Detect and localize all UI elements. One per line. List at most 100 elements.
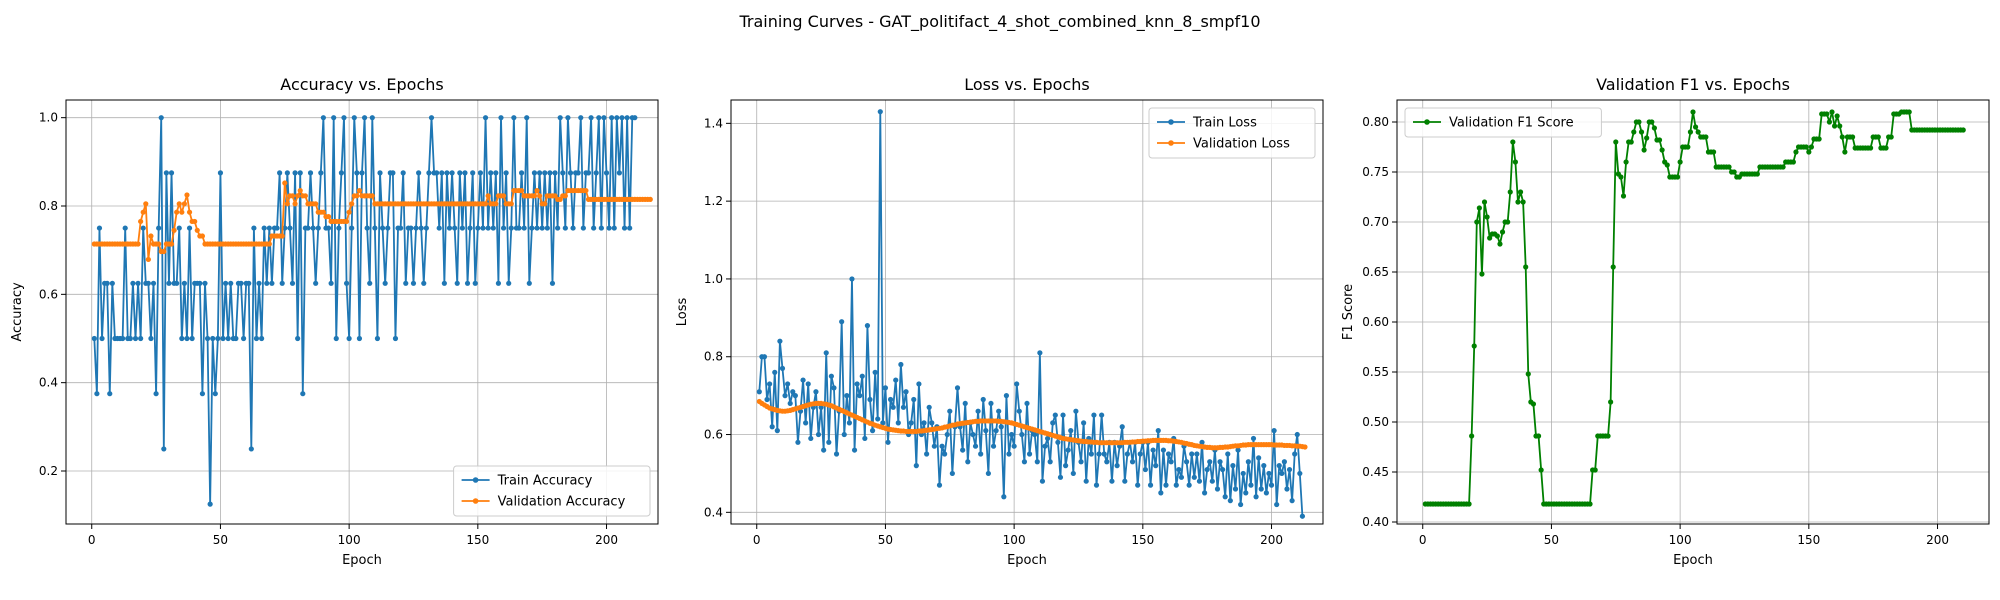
data-point bbox=[1628, 139, 1634, 145]
data-point bbox=[898, 361, 904, 368]
data-point bbox=[895, 420, 901, 426]
data-point bbox=[1065, 447, 1071, 453]
y-axis-label: Accuracy bbox=[10, 282, 25, 342]
x-tick-label: 0 bbox=[753, 533, 761, 547]
data-point bbox=[593, 170, 599, 176]
data-point bbox=[921, 420, 927, 426]
legend-label: Train Accuracy bbox=[497, 474, 593, 489]
data-point bbox=[792, 393, 798, 399]
data-point bbox=[439, 170, 445, 176]
data-point bbox=[408, 225, 414, 231]
data-point bbox=[1207, 459, 1213, 465]
data-point bbox=[104, 280, 110, 286]
data-point bbox=[815, 431, 822, 438]
data-point bbox=[1093, 482, 1100, 488]
data-point bbox=[94, 391, 100, 397]
data-point bbox=[1530, 401, 1537, 407]
data-point bbox=[524, 115, 530, 121]
data-point bbox=[96, 225, 103, 231]
data-point bbox=[632, 115, 638, 121]
data-point bbox=[1687, 129, 1694, 135]
data-point bbox=[821, 447, 827, 453]
data-point bbox=[475, 225, 481, 231]
data-point bbox=[158, 115, 164, 121]
data-point bbox=[436, 225, 442, 231]
data-point bbox=[893, 377, 899, 383]
y-axis-label: Loss bbox=[675, 298, 690, 327]
data-point bbox=[217, 170, 224, 176]
data-point bbox=[426, 170, 432, 176]
data-point bbox=[413, 225, 419, 231]
data-point bbox=[903, 389, 909, 395]
data-point bbox=[1649, 119, 1655, 125]
data-point bbox=[1790, 159, 1796, 165]
data-point bbox=[1068, 428, 1074, 434]
data-point bbox=[624, 115, 630, 121]
legend-box bbox=[453, 465, 651, 517]
data-point bbox=[421, 280, 427, 286]
data-point bbox=[833, 451, 840, 457]
data-point bbox=[449, 170, 455, 176]
data-point bbox=[367, 280, 373, 286]
x-tick-label: 50 bbox=[213, 533, 228, 547]
data-point bbox=[313, 201, 319, 207]
x-tick-label: 150 bbox=[466, 533, 489, 547]
data-point bbox=[1052, 412, 1058, 418]
data-point bbox=[284, 201, 290, 207]
data-point bbox=[942, 451, 948, 457]
data-point bbox=[256, 280, 262, 286]
data-point bbox=[331, 115, 337, 121]
data-point bbox=[1153, 463, 1159, 469]
legend-box bbox=[1404, 107, 1602, 138]
data-point bbox=[295, 193, 301, 199]
axes-frame bbox=[1396, 99, 1990, 525]
data-point bbox=[647, 196, 653, 202]
data-point bbox=[156, 225, 162, 231]
data-point bbox=[764, 396, 770, 403]
data-point bbox=[120, 335, 126, 342]
data-point bbox=[372, 225, 378, 231]
data-point bbox=[416, 170, 422, 176]
data-point bbox=[936, 482, 943, 488]
data-point bbox=[210, 335, 216, 342]
data-point bbox=[1826, 119, 1833, 125]
x-axis-label: Epoch bbox=[342, 553, 382, 568]
data-point bbox=[531, 193, 538, 199]
data-point bbox=[1656, 137, 1663, 143]
data-point bbox=[1692, 124, 1699, 130]
data-point bbox=[1793, 149, 1799, 155]
data-point bbox=[583, 187, 589, 194]
data-point bbox=[192, 218, 198, 225]
panel-title: Accuracy vs. Epochs bbox=[280, 75, 443, 94]
data-point bbox=[877, 109, 883, 115]
y-tick-label: 0.4 bbox=[704, 505, 723, 519]
data-point bbox=[537, 193, 543, 199]
data-point bbox=[1906, 109, 1912, 115]
data-point bbox=[539, 225, 545, 231]
data-point bbox=[529, 225, 535, 231]
x-tick-label: 0 bbox=[88, 533, 96, 547]
data-point bbox=[756, 389, 762, 395]
data-point bbox=[1024, 400, 1030, 407]
data-point bbox=[1286, 466, 1293, 473]
data-point bbox=[452, 225, 458, 231]
data-point bbox=[849, 276, 855, 282]
data-point bbox=[972, 443, 979, 449]
data-point bbox=[767, 381, 773, 387]
data-point bbox=[289, 280, 296, 286]
data-point bbox=[537, 170, 543, 176]
data-point bbox=[349, 225, 355, 231]
data-point bbox=[1245, 459, 1251, 465]
x-tick-label: 150 bbox=[1131, 533, 1154, 547]
data-point bbox=[1266, 470, 1272, 477]
data-point bbox=[578, 115, 584, 121]
data-point bbox=[1618, 174, 1624, 180]
data-point bbox=[346, 335, 352, 342]
data-point bbox=[186, 209, 193, 215]
data-point bbox=[220, 335, 226, 342]
data-point bbox=[913, 463, 919, 469]
data-point bbox=[1037, 350, 1043, 356]
data-point bbox=[127, 335, 133, 342]
data-point bbox=[138, 218, 144, 225]
data-point bbox=[1754, 171, 1760, 177]
